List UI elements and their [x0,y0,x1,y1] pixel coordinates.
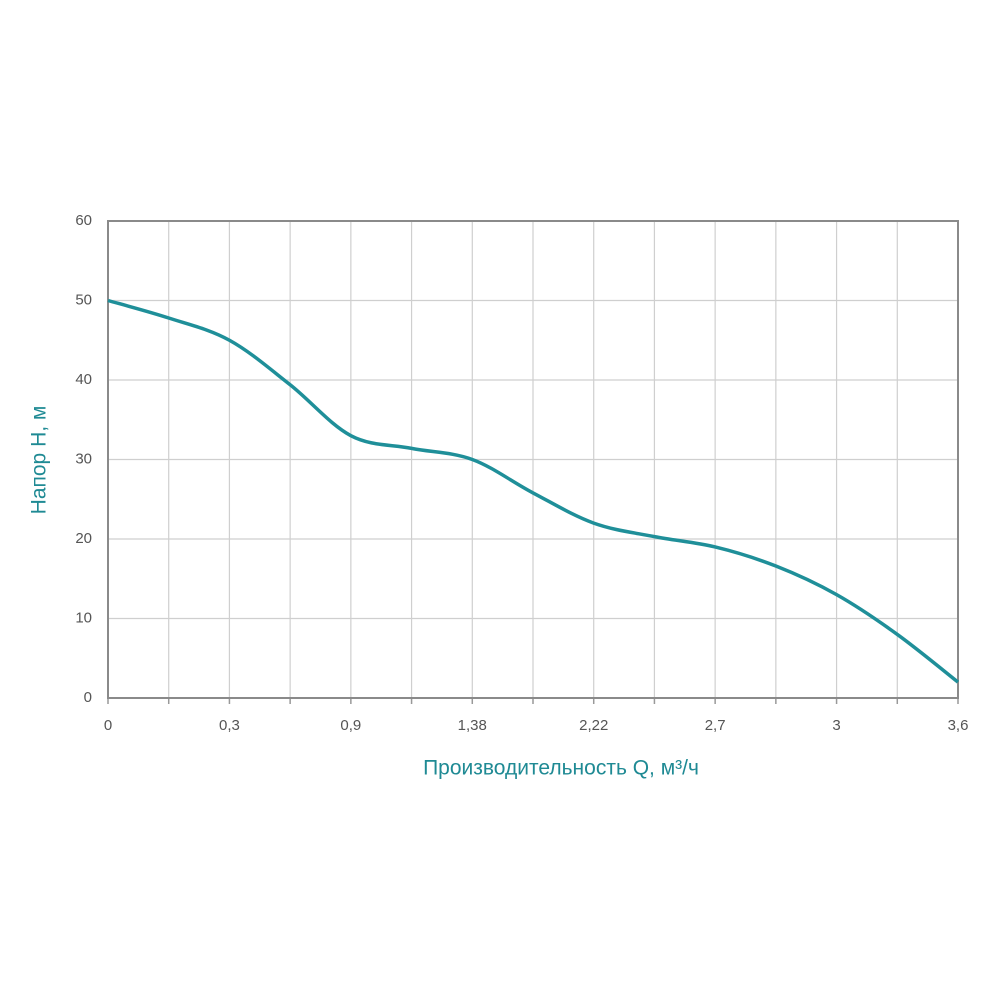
x-tick-label: 0 [104,717,112,734]
plot-frame [107,220,959,699]
x-tick-label: 2,22 [579,717,608,734]
line [107,298,960,684]
y-tick-label: 10 [75,609,92,626]
x-tick-label: 0,3 [219,717,240,734]
x-tick-label: 3,6 [948,717,969,734]
y-tick-label: 60 [75,212,92,229]
y-tick-label: 0 [84,689,92,706]
y-tick-label: 20 [75,530,92,547]
y-axis-title: Напор H, м [28,406,51,515]
x-tick-label: 3 [832,717,840,734]
x-axis-title: Производительность Q, м³/ч [423,757,699,780]
y-tick-label: 40 [75,371,92,388]
x-tick-label: 0,9 [340,717,361,734]
y-tick-label: 30 [75,450,92,467]
x-tick-label: 1,38 [458,717,487,734]
y-tick-label: 50 [75,291,92,308]
x-tick-label: 2,7 [705,717,726,734]
